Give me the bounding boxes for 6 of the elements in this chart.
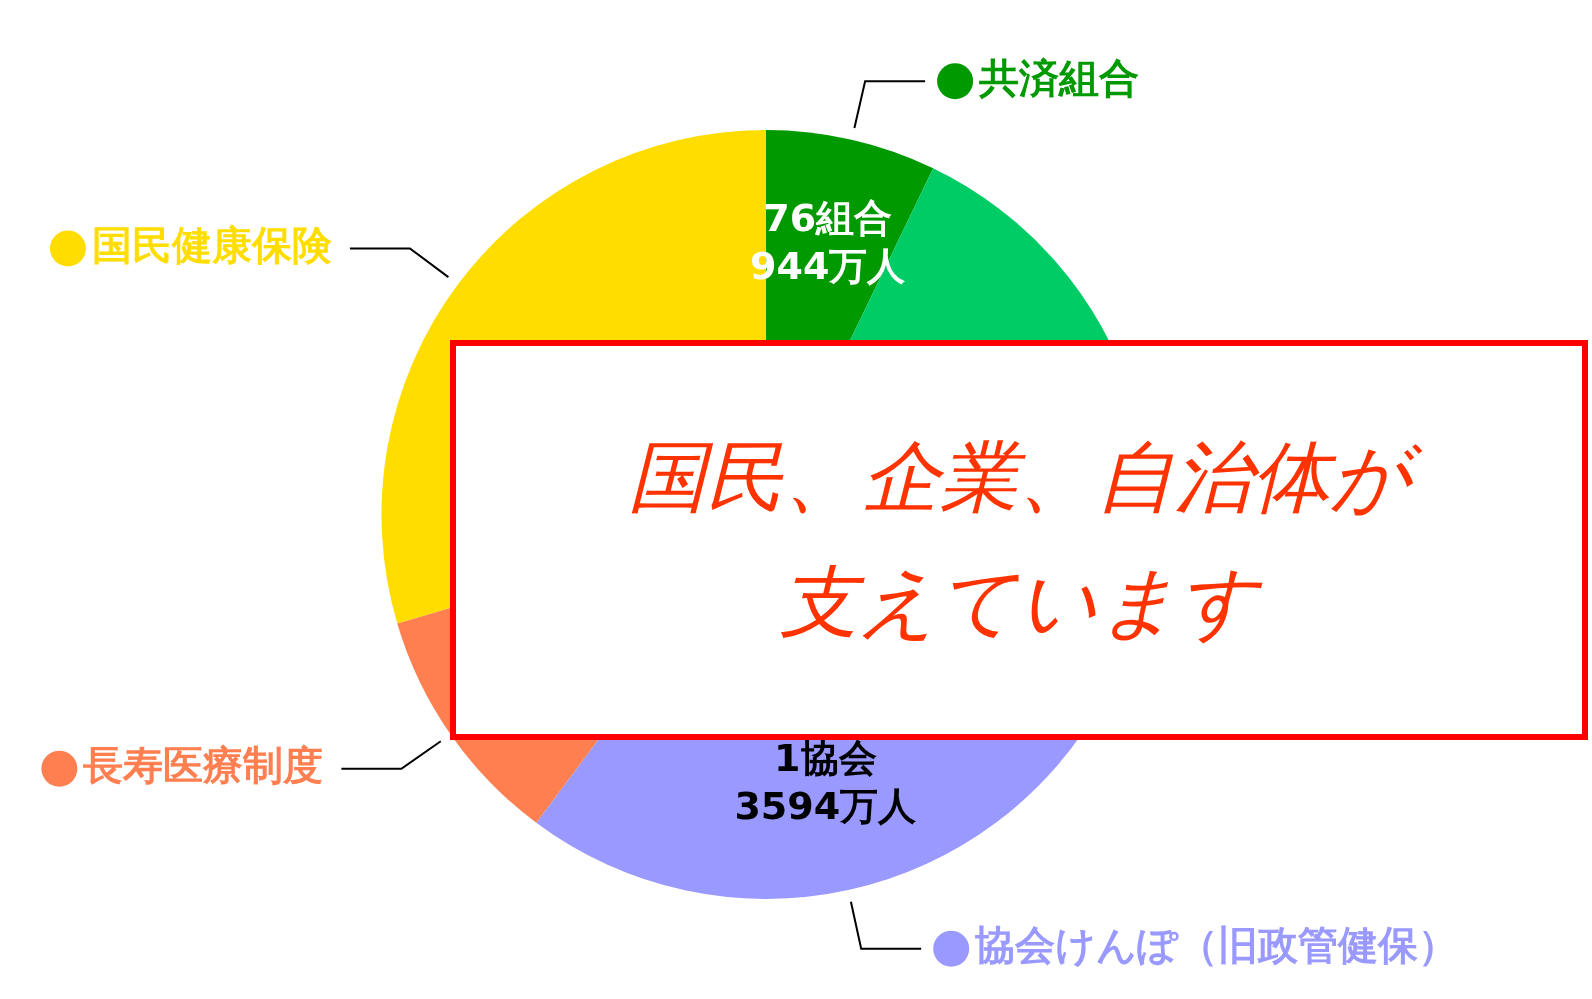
data-label: 1協会 3594万人: [734, 735, 917, 828]
text: 国民、企業、自治体が支えています: [627, 431, 1423, 649]
legend-label: 国民健康保険: [91, 221, 333, 268]
legend-label: 協会けんぽ（旧政管健保）: [975, 922, 1459, 969]
legend-label: 共済組合: [978, 54, 1140, 101]
legend-label: 長寿医療制度: [82, 742, 324, 789]
